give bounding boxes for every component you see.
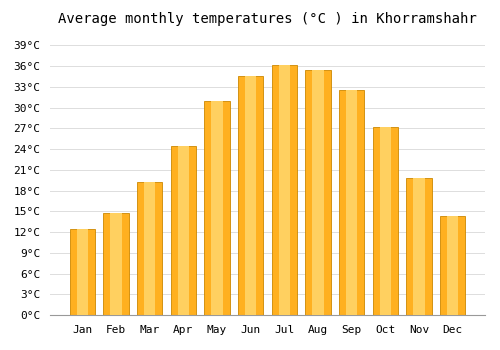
Bar: [414, 178, 424, 315]
Bar: [245, 76, 256, 315]
Bar: [170, 146, 196, 315]
Bar: [104, 213, 128, 315]
Bar: [406, 178, 432, 315]
Bar: [372, 127, 398, 315]
Bar: [238, 76, 264, 315]
Title: Average monthly temperatures (°C ) in Khorramshahr: Average monthly temperatures (°C ) in Kh…: [58, 12, 477, 26]
Bar: [76, 229, 88, 315]
Bar: [272, 65, 297, 315]
Bar: [137, 182, 162, 315]
Bar: [204, 101, 230, 315]
Bar: [212, 101, 222, 315]
Bar: [306, 70, 330, 315]
Bar: [278, 65, 290, 315]
Bar: [312, 70, 324, 315]
Bar: [339, 90, 364, 315]
Bar: [440, 216, 465, 315]
Bar: [447, 216, 458, 315]
Bar: [178, 146, 189, 315]
Bar: [380, 127, 391, 315]
Bar: [144, 182, 156, 315]
Bar: [70, 229, 95, 315]
Bar: [346, 90, 358, 315]
Bar: [110, 213, 122, 315]
